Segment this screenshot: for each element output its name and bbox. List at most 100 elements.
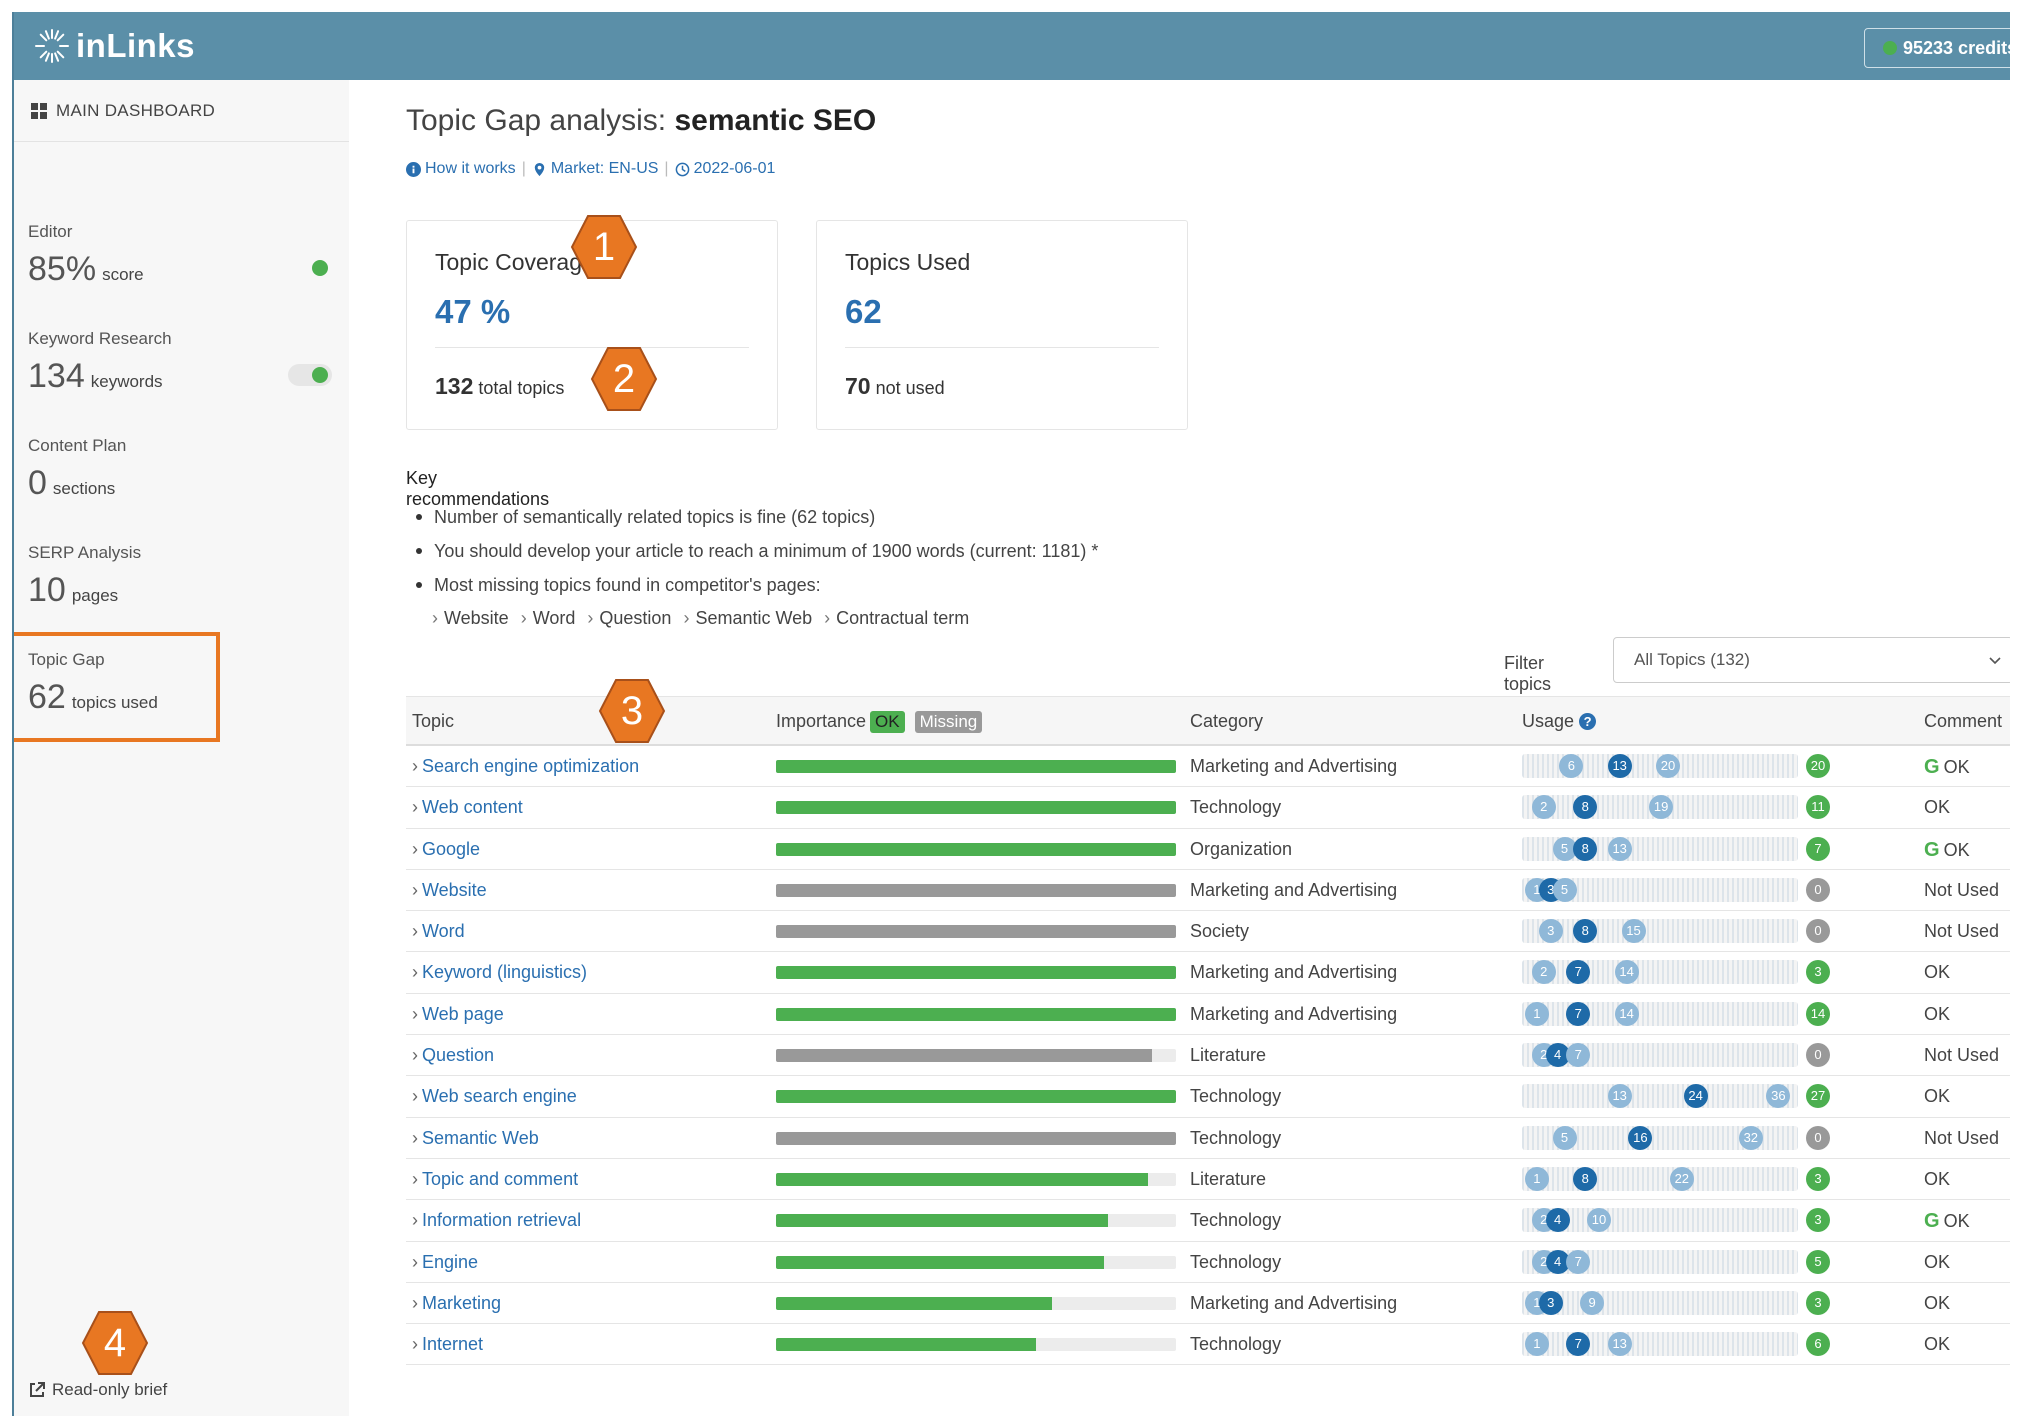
how-it-works-link[interactable]: How it works — [425, 160, 516, 177]
missing-topic: › Contractual term — [824, 608, 970, 628]
topic-link[interactable]: › Google — [412, 839, 480, 860]
chevron-right-icon: › — [412, 838, 418, 859]
topic-link[interactable]: › Information retrieval — [412, 1210, 581, 1231]
importance-bar-fill — [776, 1172, 1148, 1186]
importance-bar-fill — [776, 842, 1176, 856]
table-row[interactable]: › Website Marketing and Advertising 1 3 5 0 Not… — [406, 870, 2010, 912]
usage-marker: 5 — [1552, 1125, 1577, 1150]
bullet-icon — [416, 514, 422, 520]
main-dashboard-link[interactable]: MAIN DASHBOARD — [14, 80, 349, 142]
importance-bar — [776, 883, 1176, 897]
filter-topics-select[interactable]: All Topics (132) — [1613, 637, 2010, 683]
topic-link[interactable]: › Web search engine — [412, 1086, 577, 1107]
column-header-importance[interactable]: Importance OK Missing — [776, 711, 983, 733]
table-row[interactable]: › Topic and comment Literature 1 8 22 3 OK — [406, 1159, 2010, 1201]
topic-link[interactable]: › Website — [412, 880, 487, 901]
hexagon-icon — [570, 215, 638, 279]
category-cell: Technology — [1190, 1251, 1282, 1272]
importance-bar — [776, 1172, 1176, 1186]
table-body: › Search engine optimization Marketing and… — [406, 746, 2010, 1366]
hexagon-icon — [590, 347, 658, 411]
sidebar-item-value: 10 — [28, 571, 66, 609]
topic-link[interactable]: › Marketing — [412, 1293, 501, 1314]
callout-badge: 4 — [80, 1308, 150, 1378]
topic-link[interactable]: › Internet — [412, 1334, 483, 1355]
usage-count-badge: 11 — [1806, 795, 1830, 820]
column-header-category[interactable]: Category — [1190, 711, 1264, 731]
table-row[interactable]: › Web content Technology 2 8 19 11 OK — [406, 787, 2010, 829]
recommendations-list: Number of semantically related topics is… — [416, 500, 1098, 602]
credits-button[interactable]: 95233 credits — [1864, 28, 2010, 68]
usage-marker: 24 — [1683, 1084, 1708, 1109]
missing-topic: › Semantic Web — [683, 608, 813, 628]
comment-text: OK — [1924, 1292, 1951, 1313]
importance-bar-fill — [776, 925, 1176, 939]
usage-marker: 14 — [1614, 960, 1639, 985]
table-row[interactable]: › Semantic Web Technology 5 16 32 0 Not Used — [406, 1118, 2010, 1159]
importance-bar-fill — [776, 1296, 1052, 1310]
category-cell: Literature — [1190, 1168, 1267, 1189]
filter-label: Filter topics — [1504, 653, 1552, 694]
topic-link[interactable]: › Search engine optimization — [412, 756, 639, 777]
ok-tag: OK — [870, 711, 905, 733]
table-row[interactable]: › Web page Marketing and Advertising 1 7 14 14… — [406, 994, 2010, 1036]
help-icon[interactable]: ? — [1579, 713, 1597, 730]
usage-marker: 2 — [1531, 795, 1556, 820]
recommendations-title: Key recommendations — [406, 468, 550, 509]
table-row[interactable]: › Internet Technology 1 7 13 6 OK — [406, 1324, 2010, 1366]
sidebar-item-content-plan[interactable]: Content Plan 0 sections — [28, 436, 328, 503]
table-row[interactable]: › Keyword (linguistics) Marketing and Adve… — [406, 952, 2010, 994]
usage-marker: 32 — [1738, 1125, 1763, 1150]
comment-cell: OK — [1924, 962, 1950, 983]
usage-marker: 8 — [1573, 836, 1598, 861]
readonly-brief-link[interactable]: Read-only brief — [28, 1380, 167, 1400]
table-row[interactable]: › Information retrieval Technology 2 4 10 3 G OK — [406, 1200, 2010, 1242]
chevron-right-icon: › — [412, 756, 418, 776]
topic-link[interactable]: › Keyword (linguistics) — [412, 962, 587, 983]
topic-link[interactable]: › Semantic Web — [412, 1128, 539, 1149]
topic-link[interactable]: › Web page — [412, 1004, 504, 1025]
info-icon — [406, 161, 421, 177]
table-row[interactable]: › Google Organization 5 8 13 7 G OK — [406, 829, 2010, 870]
sidebar-item-serp-analysis[interactable]: SERP Analysis 10 pages — [28, 543, 328, 610]
sidebar-item-topic-gap[interactable]: Topic Gap 62 topics used — [28, 650, 328, 717]
column-header-topic[interactable]: Topic — [412, 711, 455, 731]
sidebar-item-editor[interactable]: Editor 85% score — [28, 222, 328, 289]
chevron-right-icon: › — [412, 797, 418, 818]
usage-track: 5 16 32 — [1522, 1125, 1798, 1150]
comment-cell: Not Used — [1924, 1128, 1999, 1149]
topic-link[interactable]: › Web content — [412, 797, 523, 818]
table-row[interactable]: › Web search engine Technology 13 24 36 27 OK — [406, 1076, 2010, 1118]
usage-marker: 13 — [1607, 754, 1632, 778]
chevron-right-icon: › — [412, 1045, 418, 1066]
toggle-switch[interactable] — [288, 364, 332, 386]
topic-link[interactable]: › Topic and comment — [412, 1169, 578, 1190]
sidebar-item-keyword-research[interactable]: Keyword Research 134 keywords — [28, 329, 332, 396]
google-icon: G — [1924, 838, 1940, 861]
usage-marker: 5 — [1552, 836, 1577, 861]
chevron-right-icon: › — [412, 921, 418, 942]
table-row[interactable]: › Engine Technology 2 4 7 5 OK — [406, 1242, 2010, 1283]
topic-link[interactable]: › Engine — [412, 1252, 478, 1273]
sunburst-logo-icon — [35, 29, 69, 63]
usage-count-badge: 3 — [1806, 1290, 1830, 1315]
sidebar-item-label: Content Plan — [28, 436, 127, 455]
table-row[interactable]: › Question Literature 2 4 7 0 Not Used — [406, 1035, 2010, 1077]
usage-track: 13 24 36 — [1522, 1084, 1798, 1109]
main-dashboard-label: MAIN DASHBOARD — [56, 100, 216, 120]
importance-bar-fill — [776, 883, 1176, 897]
topic-link[interactable]: › Question — [412, 1045, 494, 1066]
usage-track: 6 13 20 — [1522, 754, 1798, 778]
sidebar-item-label: Editor — [28, 222, 73, 241]
column-header-usage[interactable]: Usage ? — [1522, 711, 1597, 732]
table-row[interactable]: › Word Society 3 8 15 0 Not Used — [406, 911, 2010, 953]
table-row[interactable]: › Search engine optimization Marketing and… — [406, 746, 2010, 788]
topic-link[interactable]: › Word — [412, 921, 465, 942]
topic-name: Internet — [422, 1334, 484, 1355]
logo[interactable]: inLinks — [32, 26, 195, 66]
usage-count-badge: 0 — [1806, 919, 1830, 944]
table-row[interactable]: › Marketing Marketing and Advertising 1 3 9 3 O… — [406, 1283, 2010, 1325]
column-header-comment[interactable]: Comment — [1924, 711, 2003, 731]
usage-track: 1 7 14 — [1522, 1001, 1798, 1026]
sidebar-item-unit: keywords — [90, 372, 163, 391]
